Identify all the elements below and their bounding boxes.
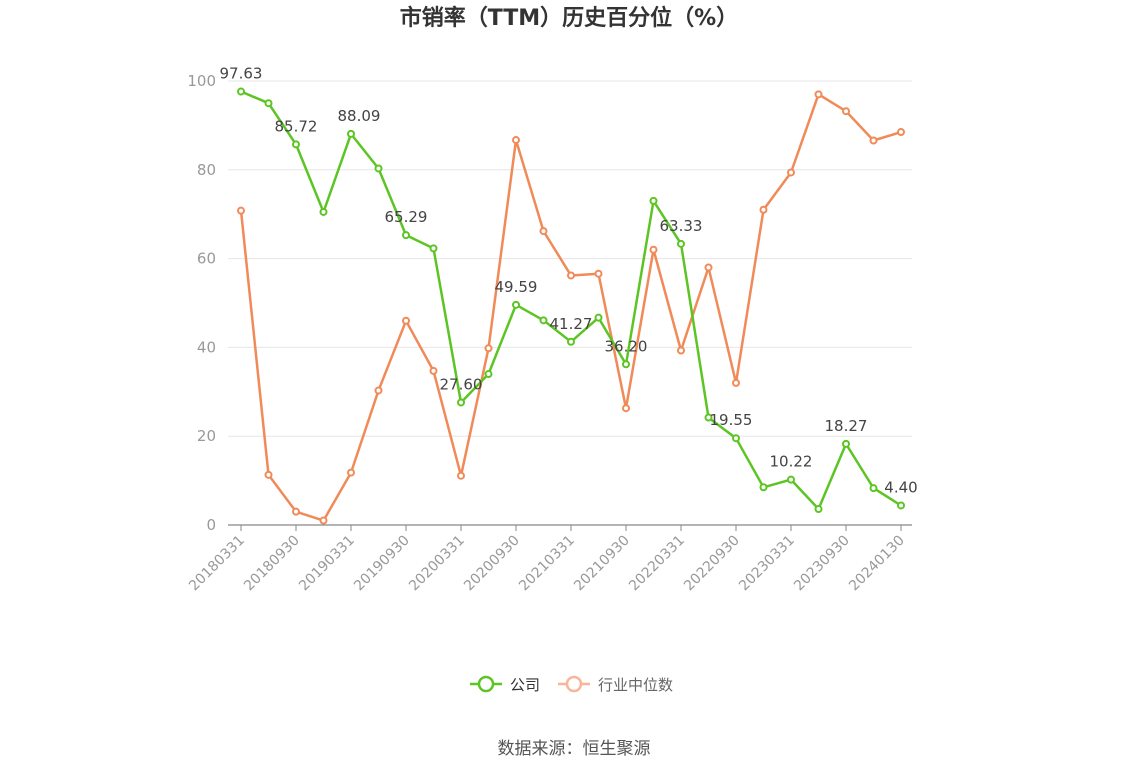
series-layer [237, 87, 905, 525]
data-point[interactable] [897, 128, 905, 137]
data-point[interactable] [539, 316, 548, 325]
data-label: 97.63 [220, 65, 263, 83]
x-tick-label: 20240130 [846, 533, 908, 595]
axes: 0 20 40 60 80 100 2018033120180930201903312019… [186, 72, 912, 594]
data-label: 4.40 [884, 478, 917, 496]
gridlines [228, 80, 912, 437]
legend-marker [477, 675, 495, 693]
data-point[interactable] [759, 483, 768, 492]
data-point[interactable] [429, 244, 438, 253]
data-point[interactable] [567, 271, 575, 280]
data-point[interactable] [292, 507, 300, 516]
legend[interactable]: 公司 行业中位数 [470, 675, 673, 694]
data-point[interactable] [374, 164, 383, 173]
data-point[interactable] [264, 470, 273, 479]
y-tick-label: 0 [206, 516, 216, 534]
data-point[interactable] [787, 475, 795, 484]
data-point[interactable] [457, 398, 465, 407]
x-tick-label: 20180331 [186, 533, 248, 595]
x-tick-label: 20230930 [791, 533, 853, 595]
data-point[interactable] [787, 168, 795, 177]
data-point[interactable] [649, 245, 658, 254]
data-label: 18.27 [825, 417, 868, 435]
data-point[interactable] [237, 206, 245, 215]
data-label: 85.72 [275, 117, 318, 135]
data-point[interactable] [347, 129, 355, 138]
data-label: 27.60 [440, 375, 483, 393]
data-point[interactable] [869, 136, 878, 145]
data-point[interactable] [319, 207, 328, 216]
data-point[interactable] [567, 337, 575, 346]
data-point[interactable] [732, 434, 740, 443]
data-label: 88.09 [338, 107, 381, 125]
data-label: 19.55 [710, 411, 753, 429]
data-point[interactable] [622, 404, 630, 413]
data-label: 10.22 [770, 453, 813, 471]
data-point[interactable] [347, 468, 355, 477]
data-point[interactable] [319, 516, 328, 525]
source-text: 数据来源：恒生聚源 [498, 739, 651, 759]
legend-label: 行业中位数 [598, 676, 673, 694]
data-point[interactable] [704, 263, 713, 272]
y-tick-label: 60 [197, 250, 216, 268]
data-point[interactable] [649, 196, 658, 205]
data-labels: 97.63 85.72 88.09 65.29 27.60 49.59 41.27 36.20… [220, 65, 918, 497]
data-point[interactable] [842, 107, 850, 116]
x-tick-label: 20190930 [351, 533, 413, 595]
data-point[interactable] [594, 313, 603, 322]
data-point[interactable] [402, 316, 410, 325]
data-label: 36.20 [605, 337, 648, 355]
data-point[interactable] [677, 346, 685, 355]
y-tick-label: 20 [197, 427, 216, 445]
data-point[interactable] [814, 505, 823, 514]
x-tick-label: 20190331 [296, 533, 358, 595]
data-label: 63.33 [660, 217, 703, 235]
y-tick-label: 40 [197, 338, 216, 356]
y-tick-label: 80 [197, 161, 216, 179]
series-line-company [240, 90, 902, 511]
x-tick-label: 20200930 [461, 533, 523, 595]
data-point[interactable] [457, 471, 465, 480]
data-point[interactable] [484, 370, 493, 379]
data-label: 65.29 [385, 208, 428, 226]
legend-label: 公司 [510, 676, 540, 694]
data-point[interactable] [869, 484, 878, 493]
data-point[interactable] [704, 413, 713, 422]
data-point[interactable] [429, 366, 438, 375]
data-point[interactable] [842, 439, 850, 448]
y-tick-label: 100 [187, 72, 216, 90]
data-point[interactable] [374, 386, 383, 395]
legend-item-industry-median[interactable]: 行业中位数 [558, 675, 673, 694]
legend-item-company[interactable]: 公司 [470, 675, 540, 694]
data-point[interactable] [512, 300, 520, 309]
legend-marker [565, 675, 583, 693]
x-tick-label: 20220930 [681, 533, 743, 595]
x-tick-label: 20210331 [516, 533, 578, 595]
x-tick-label: 20200331 [406, 533, 468, 595]
data-point[interactable] [897, 501, 905, 510]
data-point[interactable] [484, 344, 493, 353]
data-point[interactable] [814, 90, 823, 99]
chart-title: 市销率（TTM）历史百分位（%） [400, 5, 738, 31]
data-point[interactable] [677, 239, 685, 248]
data-point[interactable] [539, 227, 548, 236]
data-point[interactable] [732, 378, 740, 387]
data-point[interactable] [237, 87, 245, 96]
data-point[interactable] [402, 231, 410, 240]
data-point[interactable] [512, 136, 520, 145]
data-point[interactable] [622, 360, 630, 369]
data-label: 49.59 [495, 278, 538, 296]
data-point[interactable] [759, 205, 768, 214]
x-tick-label: 20180930 [241, 533, 303, 595]
x-tick-label: 20220331 [626, 533, 688, 595]
x-tick-label: 20230331 [736, 533, 798, 595]
x-tick-label: 20210930 [571, 533, 633, 595]
data-label: 41.27 [550, 315, 593, 333]
data-point[interactable] [264, 99, 273, 108]
data-point[interactable] [292, 140, 300, 149]
data-point[interactable] [594, 269, 603, 278]
